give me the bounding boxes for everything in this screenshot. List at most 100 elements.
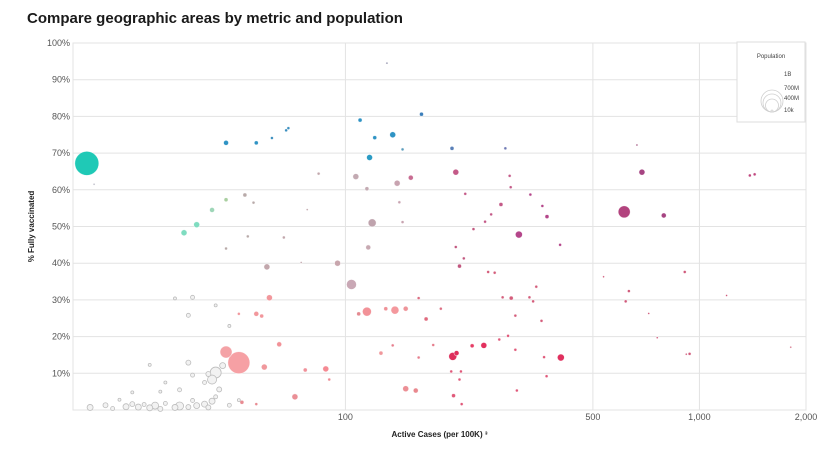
data-point[interactable] — [227, 324, 232, 328]
data-point[interactable] — [286, 126, 291, 130]
data-point[interactable] — [92, 182, 96, 186]
data-point[interactable] — [246, 234, 250, 239]
data-point[interactable] — [385, 61, 389, 65]
data-point[interactable] — [544, 374, 549, 379]
data-point[interactable] — [226, 402, 232, 408]
data-point[interactable] — [362, 306, 372, 317]
data-point[interactable] — [462, 256, 466, 261]
data-point[interactable] — [513, 348, 518, 352]
data-point[interactable] — [190, 294, 195, 300]
data-point[interactable] — [684, 352, 688, 356]
data-point[interactable] — [534, 284, 539, 289]
data-point[interactable] — [141, 402, 147, 407]
data-point[interactable] — [507, 174, 512, 178]
data-point[interactable] — [489, 212, 493, 217]
data-point[interactable] — [322, 365, 330, 373]
data-point[interactable] — [237, 312, 241, 316]
data-point[interactable] — [498, 202, 504, 207]
data-point[interactable] — [412, 387, 419, 394]
data-point[interactable] — [364, 186, 370, 191]
data-point[interactable] — [173, 296, 177, 301]
data-point[interactable] — [423, 316, 429, 322]
data-point[interactable] — [213, 394, 219, 400]
data-point[interactable] — [682, 270, 687, 274]
data-point[interactable] — [261, 363, 268, 371]
data-point[interactable] — [157, 405, 164, 412]
data-point[interactable] — [500, 295, 505, 300]
data-point[interactable] — [503, 146, 508, 151]
data-point[interactable] — [635, 143, 639, 147]
data-point[interactable] — [302, 367, 308, 373]
data-point[interactable] — [419, 111, 424, 117]
data-point[interactable] — [213, 303, 218, 308]
data-point[interactable] — [129, 401, 136, 408]
data-point[interactable] — [316, 171, 321, 176]
data-point[interactable] — [236, 398, 241, 402]
data-point[interactable] — [205, 371, 212, 377]
data-point[interactable] — [542, 355, 546, 359]
data-point[interactable] — [270, 136, 274, 140]
data-point[interactable] — [452, 168, 460, 176]
data-point[interactable] — [497, 337, 502, 342]
data-point[interactable] — [457, 263, 462, 269]
data-point[interactable] — [515, 388, 519, 393]
data-point[interactable] — [453, 350, 460, 356]
data-point[interactable] — [74, 151, 100, 176]
data-point[interactable] — [400, 147, 405, 152]
data-point[interactable] — [185, 359, 192, 366]
data-point[interactable] — [276, 341, 282, 348]
data-point[interactable] — [623, 299, 628, 304]
data-point[interactable] — [219, 362, 227, 369]
data-point[interactable] — [209, 207, 215, 213]
data-point[interactable] — [449, 146, 455, 151]
data-point[interactable] — [453, 245, 458, 249]
data-point[interactable] — [224, 246, 228, 251]
data-point[interactable] — [469, 343, 475, 349]
data-point[interactable] — [291, 393, 299, 401]
data-point[interactable] — [253, 140, 259, 146]
data-point[interactable] — [185, 404, 192, 410]
data-point[interactable] — [266, 294, 273, 301]
data-point[interactable] — [223, 140, 229, 146]
data-point[interactable] — [627, 289, 631, 293]
data-point[interactable] — [389, 131, 397, 139]
data-point[interactable] — [748, 173, 752, 178]
data-point[interactable] — [416, 296, 421, 300]
data-point[interactable] — [558, 243, 562, 247]
data-point[interactable] — [602, 275, 605, 279]
data-point[interactable] — [451, 393, 456, 398]
data-point[interactable] — [180, 229, 188, 237]
data-point[interactable] — [365, 244, 372, 251]
data-point[interactable] — [242, 192, 248, 198]
data-point[interactable] — [299, 261, 303, 264]
data-point[interactable] — [506, 334, 510, 338]
data-point[interactable] — [171, 404, 179, 411]
data-point[interactable] — [134, 403, 142, 411]
data-point[interactable] — [117, 397, 122, 402]
data-point[interactable] — [402, 385, 410, 393]
data-point[interactable] — [617, 205, 631, 219]
data-point[interactable] — [752, 172, 757, 177]
data-point[interactable] — [463, 192, 468, 196]
data-point[interactable] — [540, 204, 545, 208]
data-point[interactable] — [390, 343, 395, 348]
data-point[interactable] — [110, 406, 116, 411]
data-point[interactable] — [190, 398, 195, 403]
data-point[interactable] — [190, 372, 195, 378]
data-point[interactable] — [193, 221, 200, 228]
data-point[interactable] — [122, 403, 130, 411]
data-point[interactable] — [216, 386, 223, 393]
data-point[interactable] — [383, 306, 389, 312]
data-point[interactable] — [162, 400, 168, 406]
data-point[interactable] — [327, 377, 332, 382]
data-point[interactable] — [508, 185, 513, 190]
data-point[interactable] — [416, 355, 421, 360]
data-point[interactable] — [531, 299, 535, 304]
data-point[interactable] — [449, 369, 454, 374]
data-point[interactable] — [725, 294, 728, 297]
data-point[interactable] — [227, 351, 251, 374]
data-point[interactable] — [459, 369, 463, 374]
data-point[interactable] — [102, 402, 109, 409]
data-point[interactable] — [390, 305, 400, 315]
data-point[interactable] — [239, 399, 245, 405]
